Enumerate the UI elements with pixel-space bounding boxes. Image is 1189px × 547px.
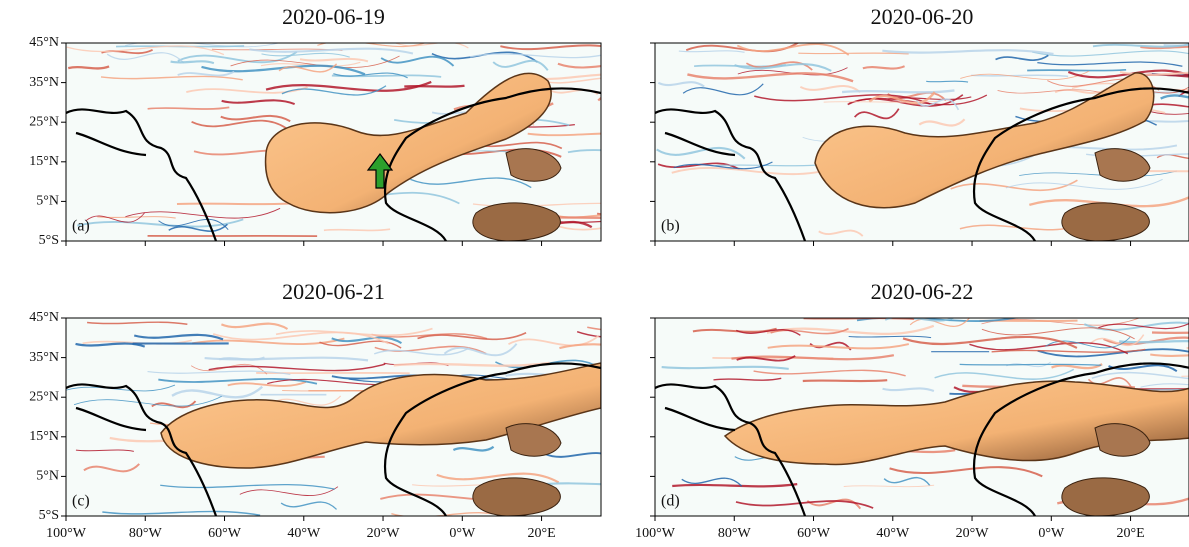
lat-tick-label: 15°N (29, 154, 59, 169)
lon-tick-label: 80°W (718, 526, 752, 541)
lat-tick-label: 25°N (29, 114, 59, 129)
map-panel (655, 43, 1189, 241)
lon-tick-label: 20°W (367, 526, 401, 541)
lon-tick-label: 80°W (129, 526, 163, 541)
streamline (1152, 332, 1189, 333)
lat-tick-label: 5°S (39, 508, 59, 523)
lat-tick-label: 45°N (29, 35, 59, 50)
panel-title: 2020-06-21 (282, 279, 385, 304)
streamline (971, 75, 1068, 76)
streamline (171, 61, 214, 63)
lon-tick-label: 60°W (208, 526, 242, 541)
streamline (798, 53, 908, 54)
panel-title: 2020-06-20 (871, 4, 974, 29)
streamline (803, 380, 887, 381)
panel-label: (c) (72, 493, 90, 510)
lon-tick-label: 40°W (876, 526, 910, 541)
lat-tick-label: 35°N (29, 75, 59, 90)
streamline (598, 93, 643, 102)
lat-tick-label: 5°S (39, 233, 59, 248)
lon-tick-label: 100°W (635, 526, 676, 541)
lon-tick-label: 20°E (1116, 526, 1144, 541)
panel-label: (b) (661, 218, 680, 235)
lon-tick-label: 0°W (1038, 526, 1065, 541)
map-panel (655, 315, 1189, 516)
panel-label: (d) (661, 493, 680, 510)
lat-tick-label: 25°N (29, 389, 59, 404)
panel-title: 2020-06-22 (871, 279, 974, 304)
lon-tick-label: 40°W (287, 526, 321, 541)
lon-tick-label: 60°W (797, 526, 831, 541)
lat-tick-label: 45°N (29, 310, 59, 325)
panel-label: (a) (72, 218, 90, 235)
lat-tick-label: 35°N (29, 350, 59, 365)
streamline (960, 364, 1102, 365)
streamline (1027, 70, 1126, 71)
streamline (324, 229, 390, 230)
lat-tick-label: 5°N (36, 194, 59, 209)
streamline (842, 90, 954, 92)
panel-title: 2020-06-19 (282, 4, 385, 29)
lon-tick-label: 20°E (527, 526, 555, 541)
lon-tick-label: 20°W (956, 526, 990, 541)
lon-tick-label: 100°W (46, 526, 87, 541)
figure: 2020-06-19 (a) 45°N 35°N 25°N 15°N 5°N 5°S 2020-… (0, 0, 1189, 547)
streamline (177, 203, 296, 204)
lon-tick-label: 0°W (449, 526, 476, 541)
lat-tick-label: 5°N (36, 469, 59, 484)
lat-tick-label: 15°N (29, 429, 59, 444)
